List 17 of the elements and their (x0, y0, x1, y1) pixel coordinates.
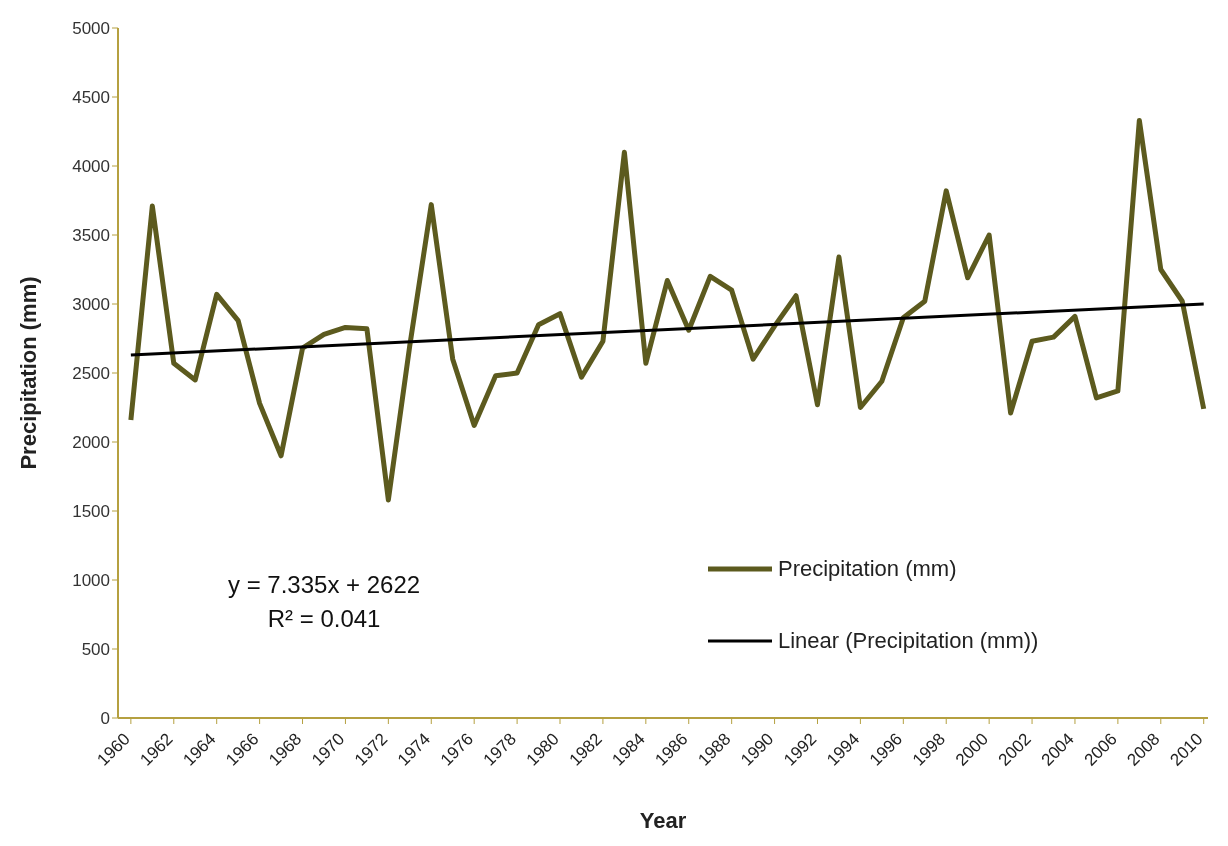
y-tick-label: 500 (81, 640, 110, 660)
annotation: y = 7.335x + 2622 (228, 570, 421, 600)
y-axis-title: Precipitation (mm) (15, 276, 41, 470)
y-tick-label: 3500 (72, 226, 110, 246)
y-tick-label: 1500 (72, 502, 110, 522)
y-tick-label: 2000 (72, 433, 110, 453)
y-tick-label: 4500 (72, 88, 110, 108)
y-tick-label: 2500 (72, 364, 110, 384)
y-tick-label: 3000 (72, 295, 110, 315)
y-tick-label: 4000 (72, 157, 110, 177)
y-tick-label: 1000 (72, 571, 110, 591)
annotation: R² = 0.041 (266, 604, 382, 634)
y-tick-label: 5000 (72, 19, 110, 39)
legend-label: Precipitation (mm) (778, 556, 957, 582)
legend-label: Linear (Precipitation (mm)) (778, 628, 1039, 654)
y-tick-label: 0 (100, 709, 110, 729)
x-axis-title: Year (639, 808, 687, 833)
